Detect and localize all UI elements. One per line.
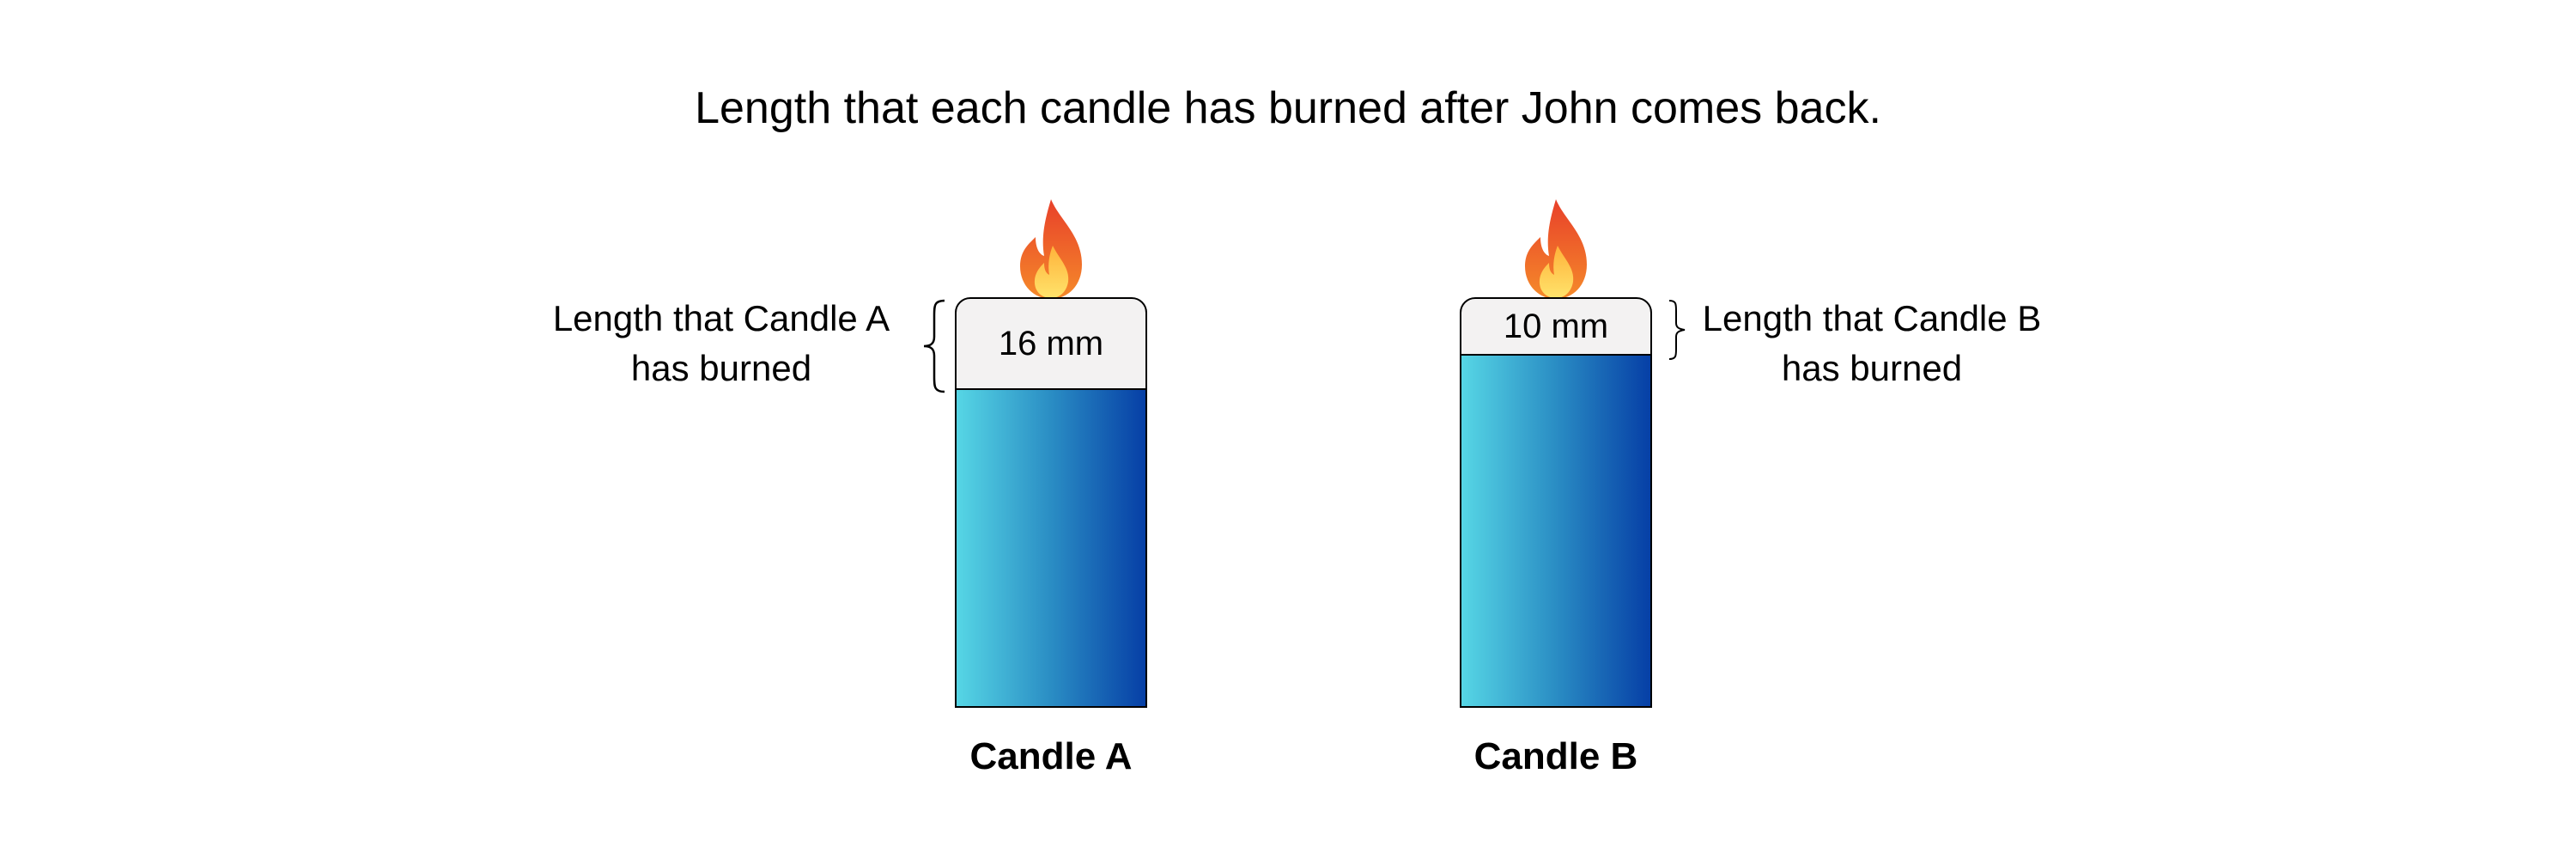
candle-b-burned-label-line2: has burned [1781, 348, 1963, 388]
candle-b: 10 mm [1460, 199, 1652, 708]
diagram-title: Length that each candle has burned after… [695, 83, 1881, 133]
candle-a-burned-label: Length that Candle A has burned [532, 294, 910, 393]
candle-a-caption: Candle A [969, 735, 1133, 777]
candle-b-burned-label: Length that Candle B has burned [1683, 294, 2061, 393]
candle-b-burned-label-line1: Length that Candle B [1702, 298, 2042, 338]
flame-icon [1525, 199, 1587, 299]
candle-a-remaining [955, 390, 1147, 708]
candle-a-burned-value: 16 mm [998, 324, 1104, 362]
candle-a: 16 mm [955, 199, 1147, 708]
candle-a-burned-section: 16 mm [955, 297, 1147, 390]
candle-b-caption: Candle B [1473, 735, 1638, 777]
candle-a-burned-label-line2: has burned [630, 348, 812, 388]
candle-b-burned-section: 10 mm [1460, 297, 1652, 356]
candle-b-remaining [1460, 356, 1652, 708]
curly-brace-icon [923, 299, 945, 393]
flame-icon [1020, 199, 1082, 299]
candle-a-burned-label-line1: Length that Candle A [552, 298, 890, 338]
candle-b-burned-value: 10 mm [1503, 307, 1609, 345]
curly-brace-icon [1668, 300, 1686, 360]
